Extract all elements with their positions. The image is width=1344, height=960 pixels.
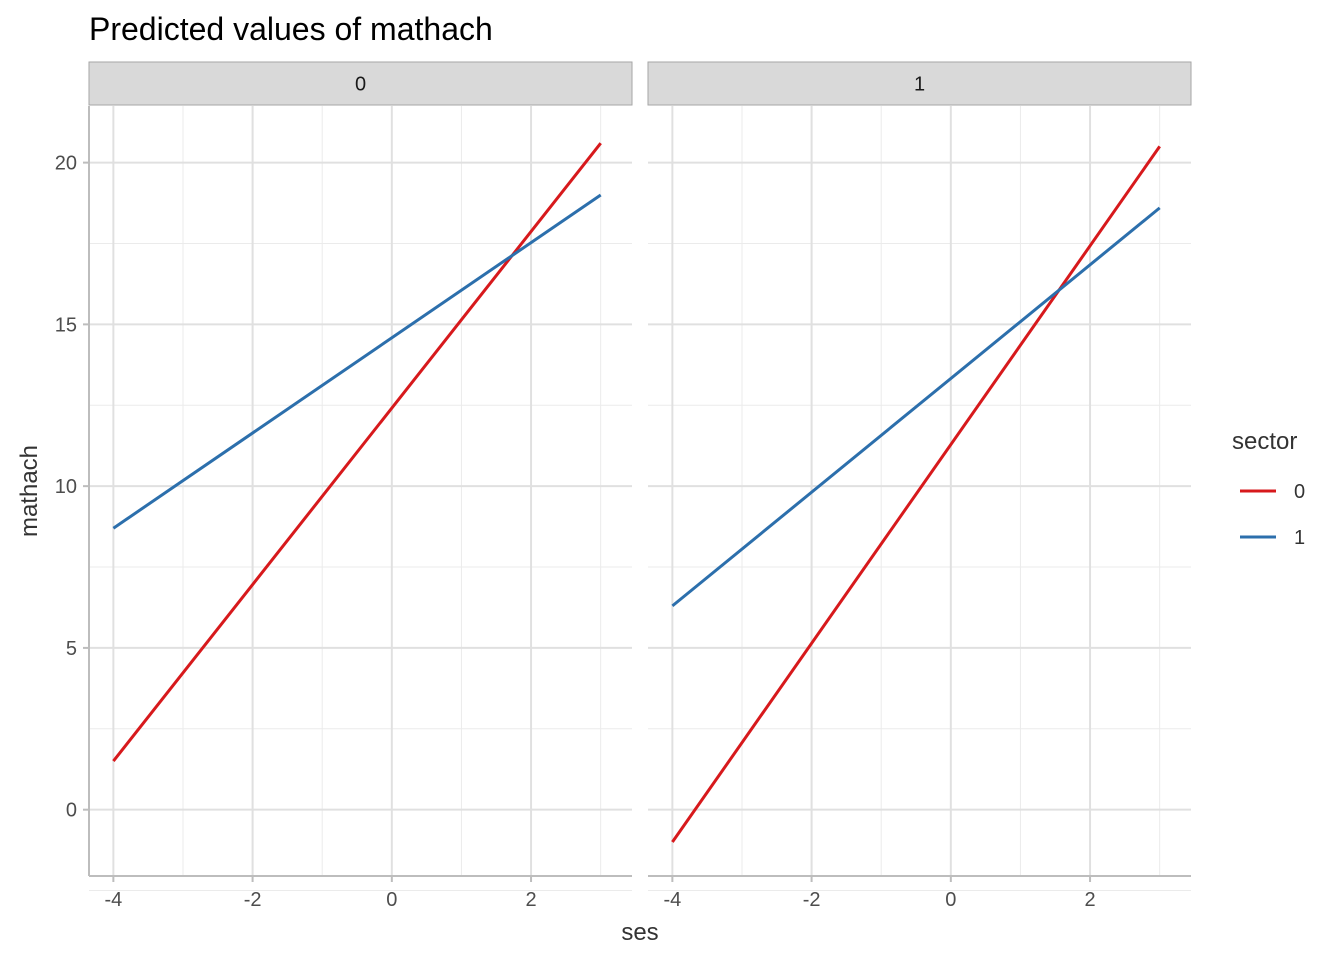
- x-tick-label: -2: [803, 889, 821, 911]
- series-line-sector-0: [671, 145, 1161, 843]
- x-tick-label: -4: [104, 889, 122, 911]
- series-line-sector-1: [671, 206, 1161, 608]
- facet-strip: [647, 61, 1192, 106]
- y-tick-label: 15: [55, 314, 77, 336]
- x-tick-label: -2: [244, 889, 262, 911]
- y-tick-label: 10: [55, 476, 77, 498]
- x-axis-title: ses: [621, 919, 658, 946]
- series-line-sector-1: [112, 193, 602, 530]
- facet-strip-label: 1: [914, 74, 925, 96]
- x-tick-label: 0: [386, 889, 397, 911]
- y-tick-label: 20: [55, 153, 77, 175]
- x-tick-label: -4: [663, 889, 681, 911]
- legend: sector 0 1: [1232, 428, 1305, 549]
- y-tick-label: 0: [66, 800, 77, 822]
- x-tick-label: 0: [945, 889, 956, 911]
- chart-title: Predicted values of mathach: [89, 11, 493, 47]
- series-line-sector-0: [112, 142, 602, 763]
- x-tick-label: 2: [525, 889, 536, 911]
- legend-label-1: 1: [1294, 527, 1305, 549]
- x-tick-label: 2: [1084, 889, 1095, 911]
- facet-strip: [88, 61, 633, 106]
- y-tick-label: 5: [66, 638, 77, 660]
- legend-label-0: 0: [1294, 481, 1305, 503]
- facet-strip-label: 0: [355, 74, 366, 96]
- legend-title: sector: [1232, 428, 1297, 455]
- y-axis-title: mathach: [16, 445, 43, 537]
